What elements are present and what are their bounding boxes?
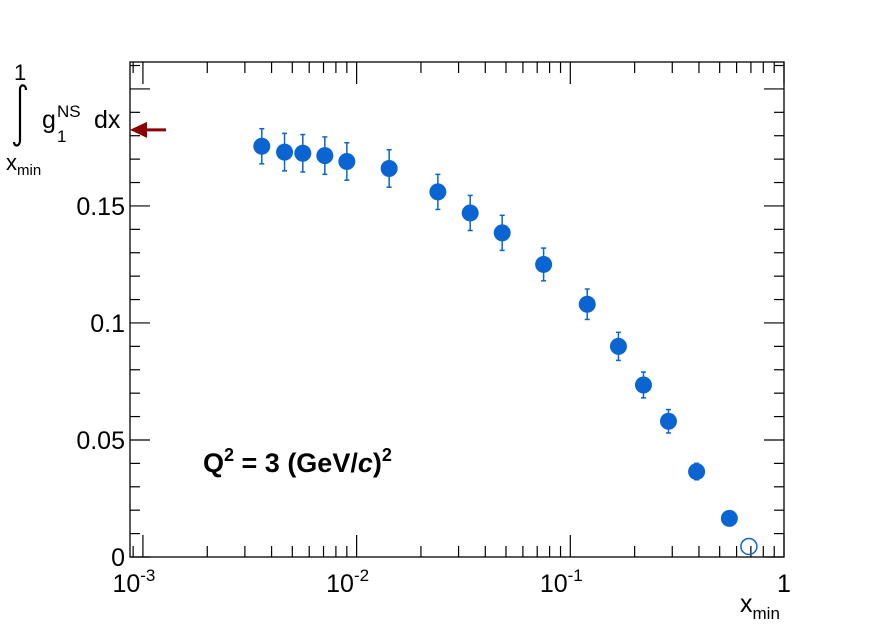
integral-sign-icon [12,84,28,147]
x-tick-label-base: 10 [326,570,354,598]
data-point [294,144,312,162]
y-axis-label-func-sup: NS [57,102,81,121]
annotation-c: c [358,448,373,478]
integral-upper-limit: 1 [14,60,26,85]
x-axis-label-base: x [740,590,753,618]
annotation-value: = 3 (GeV/ [234,448,358,478]
data-point [276,143,294,161]
x-tick-label: 10-2 [326,566,369,598]
y-axis-label: 1 xmin g NS 1 dx [6,60,121,179]
x-axis-label-sub: min [753,604,780,623]
arrow-head [130,121,147,138]
x-tick-label: 1 [777,570,791,598]
annotation-q: Q [203,448,224,478]
x-tick-label-exponent: -3 [140,566,155,585]
plot-frame [129,61,785,558]
y-tick-label: 0 [111,544,125,572]
data-point [659,412,677,430]
y-tick-label: 0.15 [76,193,125,221]
annotation-close: ) [373,448,382,478]
data-point [578,295,596,313]
x-tick-label: 10-1 [540,566,583,598]
integral-lower-limit-base: x [6,150,17,175]
x-axis-label: xmin [740,590,780,623]
data-point [429,183,447,201]
data-point [609,337,627,355]
data-point [535,255,553,273]
data-points [253,137,758,556]
data-point [338,152,356,170]
y-tick-label: 0.05 [76,427,125,455]
q-squared-annotation: Q2 = 3 (GeV/c)2 [203,445,392,478]
data-point [688,463,706,481]
x-tick-label-exponent: -1 [568,566,583,585]
integral-lower-limit: xmin [6,150,41,179]
x-tick-label: 10-3 [112,566,155,598]
y-tick-label: 0.1 [90,310,125,338]
annotation-q-exponent: 2 [224,445,234,465]
x-tick-label-exponent: -2 [354,566,369,585]
data-point [493,224,511,242]
x-tick-label-base: 10 [112,570,140,598]
x-axis-ticks [132,62,785,557]
integral-lower-limit-sub: min [17,162,41,179]
y-axis-tick-labels: 0 0.05 0.1 0.15 [76,193,125,572]
y-axis-label-dx: dx [94,106,121,134]
annotation-exponent: 2 [382,445,392,465]
data-point [316,147,334,165]
data-point [253,137,271,155]
y-axis-ticks [130,64,784,558]
data-point [720,509,738,527]
data-point [380,159,398,177]
integral-value-arrow-icon [130,121,166,138]
data-point-open [740,537,758,556]
y-axis-label-func-sub: 1 [57,127,66,146]
y-axis-label-func: g [42,106,56,134]
data-point [634,376,652,394]
data-point [461,204,479,222]
x-axis-tick-labels: 10-3 10-2 10-1 1 [112,566,790,598]
x-tick-label-base: 10 [540,570,568,598]
x-tick-label-base: 1 [777,570,791,598]
